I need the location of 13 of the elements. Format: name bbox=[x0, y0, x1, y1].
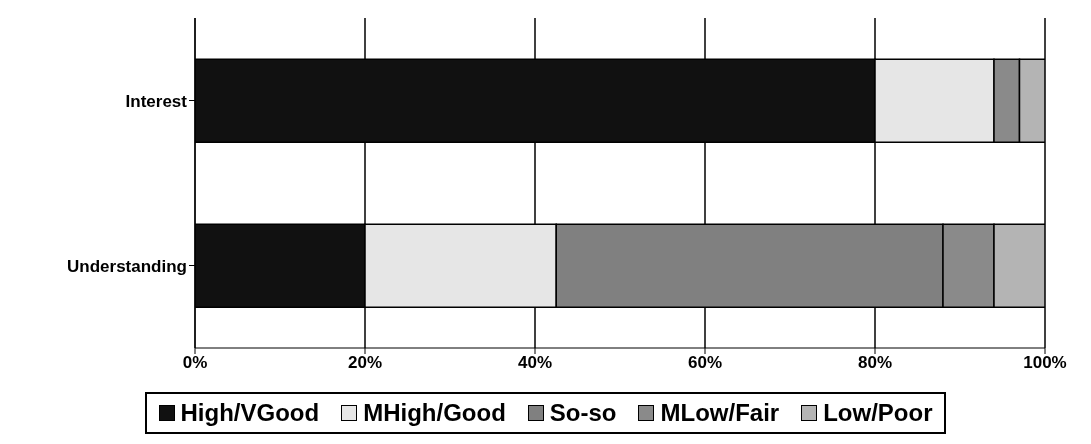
x-tick-label: 100% bbox=[1023, 353, 1067, 373]
legend-label: So-so bbox=[548, 399, 617, 427]
legend-label: High/VGood bbox=[179, 399, 320, 427]
legend-label: MLow/Fair bbox=[659, 399, 780, 427]
legend-label: Low/Poor bbox=[822, 399, 933, 427]
y-tick-label: Understanding bbox=[67, 256, 187, 276]
x-tick-label: 40% bbox=[517, 353, 553, 373]
x-tick-label: 80% bbox=[857, 353, 893, 373]
x-tick-label: 0% bbox=[182, 353, 208, 373]
x-tick-label: 60% bbox=[687, 353, 723, 373]
y-tick-label: Interest bbox=[125, 91, 188, 111]
x-tick-label: 20% bbox=[347, 353, 383, 373]
legend-label: MHigh/Good bbox=[362, 399, 506, 427]
